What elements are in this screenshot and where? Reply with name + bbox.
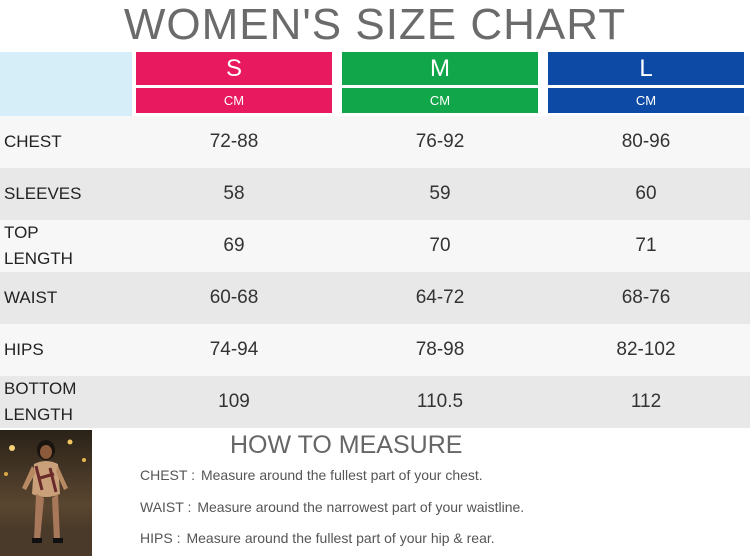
row-label: BOTTOM LENGTH [4,379,77,424]
value-cell: 68-76 [621,287,671,308]
measure-key: CHEST : [140,467,195,483]
header-blank-cell [0,52,132,116]
row-label: WAIST [4,288,58,307]
table-row-waist: WAIST 60-68 64-72 68-76 [0,272,750,324]
table-row-sleeves: SLEEVES 58 59 60 [0,168,750,220]
size-unit: CM [342,88,538,113]
how-to-measure-title: HOW TO MEASURE [230,431,463,459]
row-label: CHEST [4,132,62,151]
size-header-s: S CM [136,52,332,116]
value-cell: 80-96 [621,131,671,152]
measure-text: Measure around the narrowest part of you… [197,499,525,515]
value-cell: 64-72 [415,287,465,308]
value-cell: 69 [223,235,245,256]
row-label: SLEEVES [4,184,82,203]
value-cell: 58 [223,183,245,204]
measure-hips: HIPS : Measure around the fullest part of… [140,527,495,549]
model-photo [0,430,92,556]
measure-key: HIPS : [140,530,181,546]
value-cell: 60-68 [209,287,259,308]
value-cell: 74-94 [209,339,259,360]
size-header-row: S CM M CM L CM [0,52,750,116]
value-cell: 70 [429,235,451,256]
value-cell: 60 [635,183,657,204]
value-cell: 112 [630,391,662,412]
size-unit: CM [548,88,744,113]
row-label: TOP LENGTH [4,223,73,268]
value-cell: 71 [635,235,657,256]
value-cell: 72-88 [209,131,259,152]
table-row-chest: CHEST 72-88 76-92 80-96 [0,116,750,168]
table-row-top-length: TOP LENGTH 69 70 71 [0,220,750,272]
table-row-bottom-length: BOTTOM LENGTH 109 110.5 112 [0,376,750,428]
measure-waist: WAIST : Measure around the narrowest part… [140,496,524,518]
measure-key: WAIST : [140,499,192,515]
size-table: S CM M CM L CM CHEST 72-88 76-92 80-96 S… [0,52,750,428]
measure-text: Measure around the fullest part of your … [200,467,483,483]
size-letter: L [548,52,744,85]
table-row-hips: HIPS 74-94 78-98 82-102 [0,324,750,376]
size-header-l: L CM [548,52,744,116]
value-cell: 59 [429,183,451,204]
model-photo-graphic [0,430,92,556]
size-letter: M [342,52,538,85]
value-cell: 78-98 [415,339,465,360]
value-cell: 76-92 [415,131,465,152]
measure-text: Measure around the fullest part of your … [186,530,495,546]
size-header-m: M CM [342,52,538,116]
size-unit: CM [136,88,332,113]
value-cell: 110.5 [416,391,464,412]
value-cell: 109 [218,391,250,412]
size-letter: S [136,52,332,85]
measure-chest: CHEST : Measure around the fullest part o… [140,464,483,486]
value-cell: 82-102 [616,339,676,360]
size-chart-title: WOMEN'S SIZE CHART [123,0,627,49]
row-label: HIPS [4,340,44,359]
